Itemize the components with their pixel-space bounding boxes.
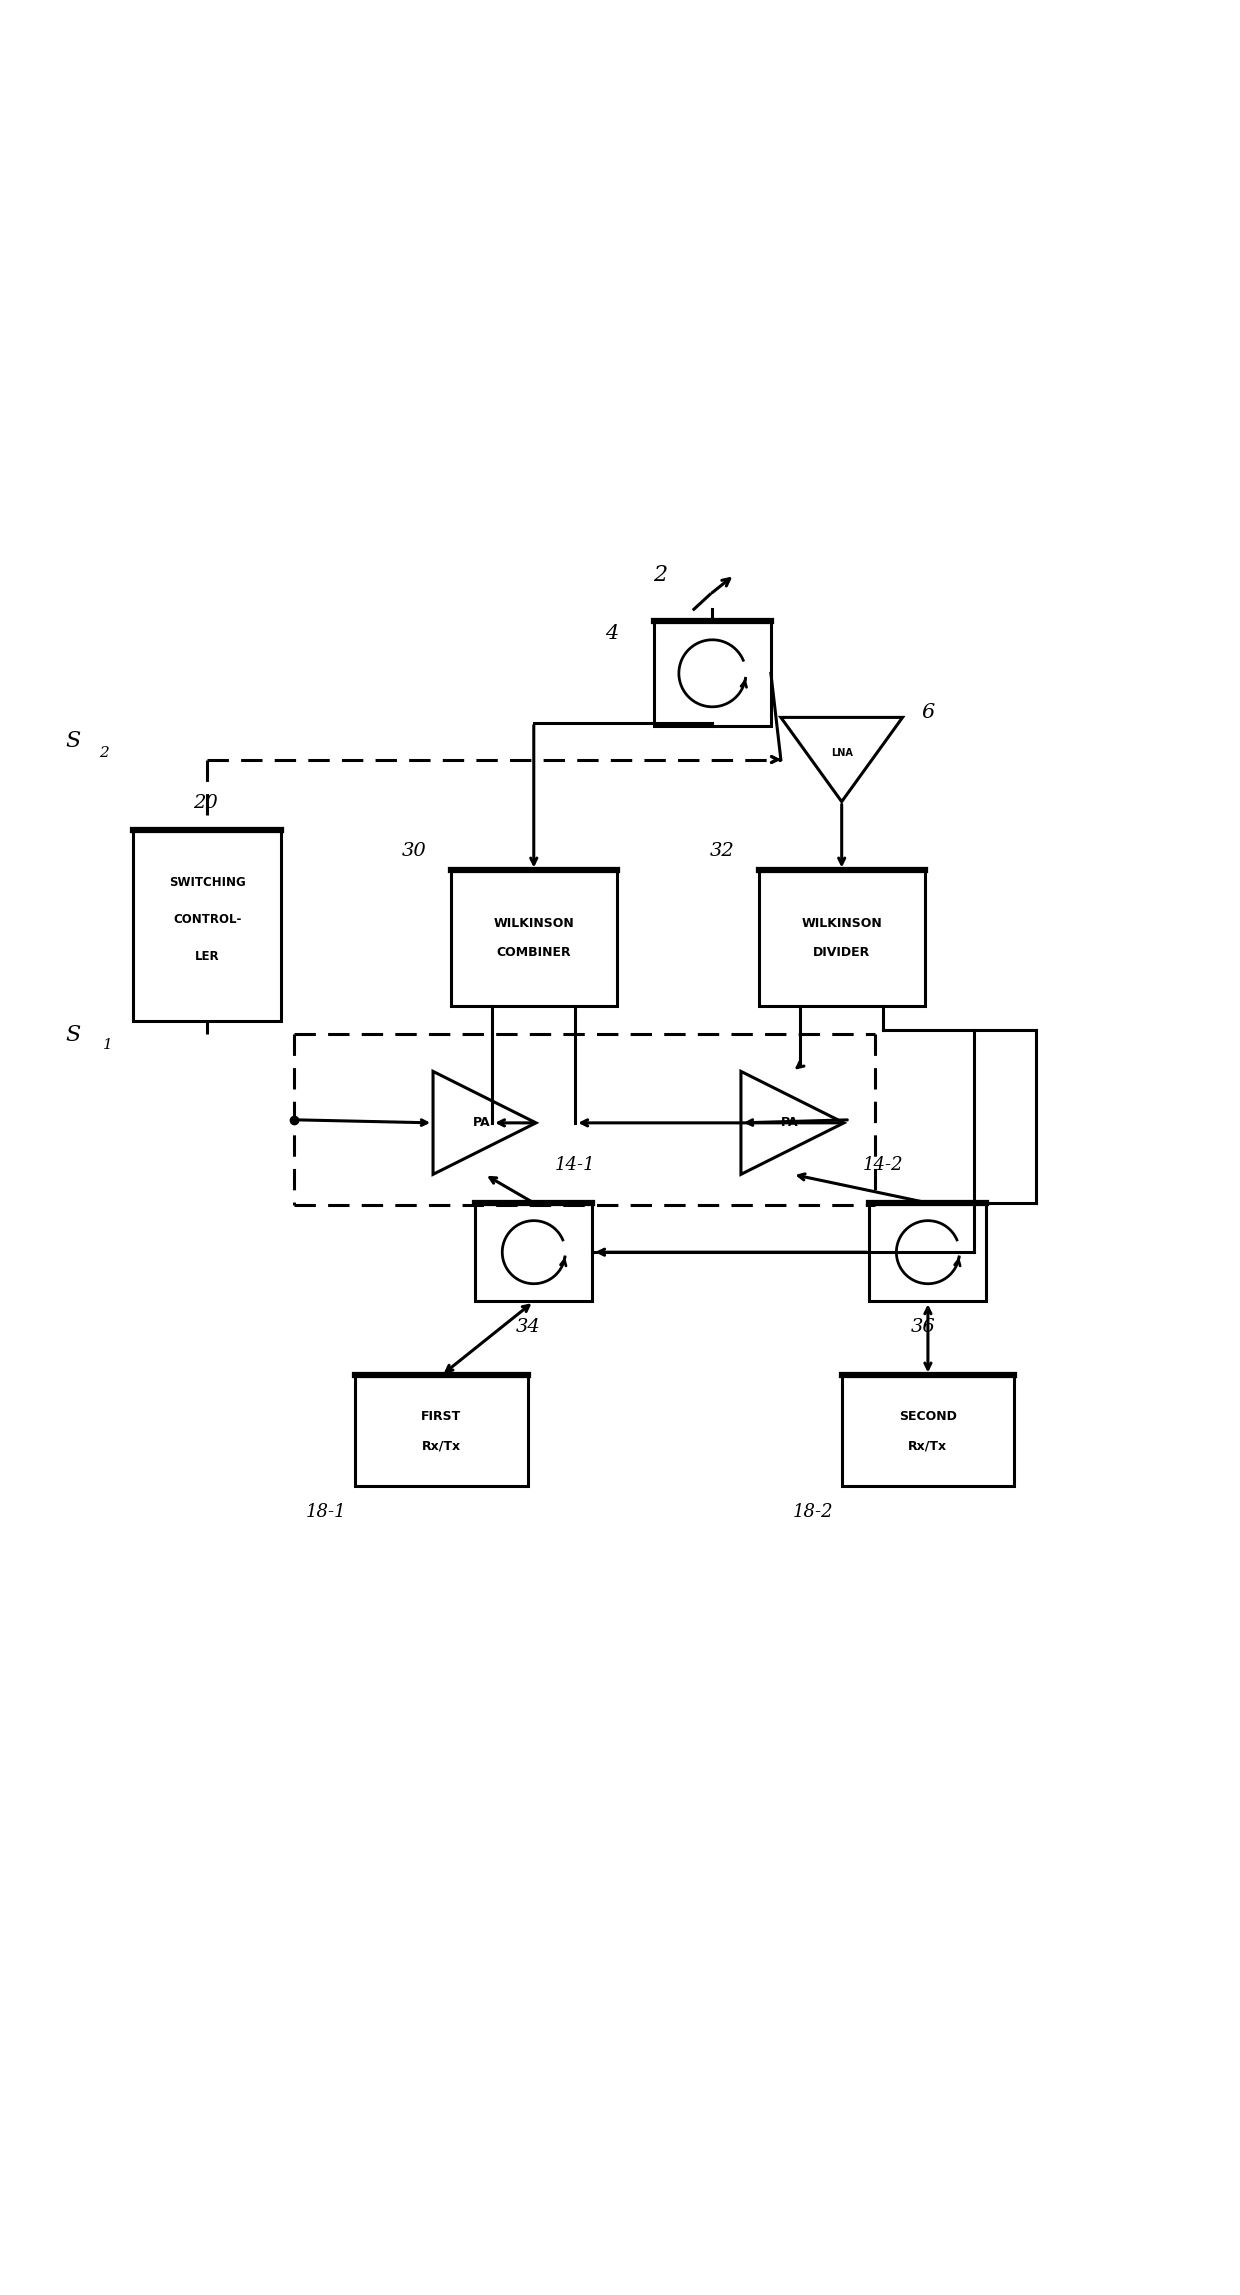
Text: 14-2: 14-2	[863, 1157, 903, 1173]
Text: S: S	[66, 730, 81, 753]
Text: 20: 20	[192, 794, 217, 812]
Text: 2: 2	[653, 565, 667, 585]
Text: WILKINSON: WILKINSON	[494, 916, 574, 929]
Text: SWITCHING: SWITCHING	[169, 877, 246, 888]
Text: PA: PA	[474, 1115, 491, 1129]
Text: COMBINER: COMBINER	[496, 946, 572, 959]
Bar	[759, 870, 925, 1005]
Text: Rx/Tx: Rx/Tx	[422, 1439, 461, 1453]
Text: FIRST: FIRST	[422, 1409, 461, 1423]
Polygon shape	[742, 1072, 844, 1175]
Text: 18-1: 18-1	[306, 1503, 346, 1522]
Text: S: S	[66, 1024, 81, 1047]
Text: 18-2: 18-2	[792, 1503, 833, 1522]
Text: PA: PA	[781, 1115, 799, 1129]
Text: 34: 34	[516, 1317, 541, 1336]
Bar	[450, 870, 618, 1005]
Text: 6: 6	[921, 702, 935, 723]
Text: DIVIDER: DIVIDER	[813, 946, 870, 959]
Text: 32: 32	[709, 842, 734, 861]
Text: 2: 2	[99, 746, 109, 760]
Bar	[653, 622, 771, 725]
Bar	[842, 1375, 1014, 1487]
Text: WILKINSON: WILKINSON	[801, 916, 882, 929]
Text: 36: 36	[910, 1317, 935, 1336]
Polygon shape	[781, 718, 903, 801]
Text: LNA: LNA	[831, 748, 853, 757]
Bar	[355, 1375, 528, 1487]
Polygon shape	[433, 1072, 536, 1175]
Bar	[134, 831, 281, 1021]
Bar	[475, 1203, 593, 1301]
Text: CONTROL-: CONTROL-	[174, 913, 242, 927]
Text: SECOND: SECOND	[899, 1409, 957, 1423]
Text: 1: 1	[103, 1037, 113, 1051]
Text: Rx/Tx: Rx/Tx	[909, 1439, 947, 1453]
Text: 14-1: 14-1	[554, 1157, 595, 1173]
Text: 4: 4	[605, 624, 618, 643]
Bar	[869, 1203, 987, 1301]
Text: 30: 30	[402, 842, 427, 861]
Text: LER: LER	[195, 950, 219, 964]
